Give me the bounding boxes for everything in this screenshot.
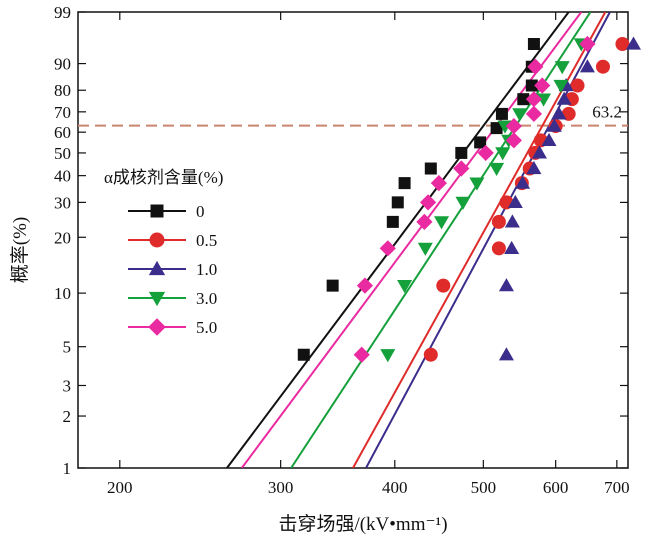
data-point-5.0 xyxy=(453,160,470,177)
data-point-5.0 xyxy=(419,194,437,211)
reference-line-label: 63.2 xyxy=(592,103,622,122)
legend-label-0: 0 xyxy=(196,202,205,221)
data-point-5.0 xyxy=(505,132,522,149)
data-point-1.0 xyxy=(625,36,641,50)
data-point-0.5 xyxy=(491,214,506,229)
data-point-0.5 xyxy=(595,59,610,74)
y-tick-label: 70 xyxy=(54,103,71,122)
y-tick-label: 90 xyxy=(54,55,71,74)
fit-line-5.0 xyxy=(240,12,583,468)
data-point-0.5 xyxy=(423,347,438,362)
data-point-1.0 xyxy=(551,106,567,120)
legend-label-0.5: 0.5 xyxy=(196,231,217,250)
data-point-1.0 xyxy=(507,194,523,209)
data-point-3.0 xyxy=(536,93,552,107)
data-point-0.5 xyxy=(615,37,630,52)
data-point-5.0 xyxy=(356,277,374,294)
data-point-0 xyxy=(391,196,404,209)
data-point-1.0 xyxy=(546,118,562,132)
data-point-0 xyxy=(517,93,530,106)
data-point-5.0 xyxy=(525,105,543,122)
data-point-3.0 xyxy=(489,162,505,177)
x-tick-label: 500 xyxy=(471,478,497,497)
data-point-3.0 xyxy=(417,242,433,256)
data-point-0 xyxy=(495,107,508,120)
data-point-3.0 xyxy=(469,177,485,191)
data-point-5.0 xyxy=(505,117,522,135)
data-point-1.0 xyxy=(556,91,572,105)
data-point-5.0 xyxy=(353,346,370,363)
x-tick-label: 300 xyxy=(268,478,294,497)
data-point-5.0 xyxy=(579,35,596,53)
data-point-5.0 xyxy=(477,144,494,162)
legend-marker-0.5 xyxy=(149,232,165,248)
data-point-0 xyxy=(326,279,339,292)
data-point-0 xyxy=(527,38,540,51)
y-tick-label: 20 xyxy=(54,228,71,247)
legend-label-5.0: 5.0 xyxy=(196,318,217,337)
data-point-5.0 xyxy=(527,58,544,75)
data-point-1.0 xyxy=(498,278,514,292)
data-point-0 xyxy=(297,348,310,361)
data-point-5.0 xyxy=(416,213,433,230)
data-point-0.5 xyxy=(436,278,451,293)
data-point-0 xyxy=(525,79,538,92)
y-tick-label: 50 xyxy=(54,144,71,163)
data-point-3.0 xyxy=(554,61,570,75)
data-point-5.0 xyxy=(430,175,447,192)
data-point-5.0 xyxy=(379,240,396,257)
data-point-0.5 xyxy=(570,78,585,93)
data-point-0.5 xyxy=(491,241,506,256)
legend-title: α成核剂含量(%) xyxy=(104,168,223,187)
data-point-1.0 xyxy=(504,214,520,228)
x-tick-label: 400 xyxy=(382,478,408,497)
data-point-5.0 xyxy=(525,91,543,108)
data-point-1.0 xyxy=(504,240,520,254)
y-tick-label: 99 xyxy=(54,3,71,22)
data-point-1.0 xyxy=(579,59,595,73)
legend-marker-3.0 xyxy=(148,291,166,307)
fit-line-3.0 xyxy=(290,12,592,468)
y-tick-label: 3 xyxy=(63,376,72,395)
data-point-3.0 xyxy=(553,79,569,94)
y-tick-label: 40 xyxy=(54,167,71,186)
x-axis-title: 击穿场强/(kV•mm⁻¹) xyxy=(278,513,447,535)
fit-line-0 xyxy=(226,12,570,468)
y-tick-label: 10 xyxy=(54,284,71,303)
data-point-1.0 xyxy=(531,145,547,159)
data-point-3.0 xyxy=(434,216,450,230)
legend-label-3.0: 3.0 xyxy=(196,289,217,308)
data-point-1.0 xyxy=(526,161,542,175)
y-axis-title: 概率(%) xyxy=(9,217,31,283)
y-tick-label: 1 xyxy=(63,459,72,478)
data-point-1.0 xyxy=(515,175,531,189)
y-tick-label: 60 xyxy=(54,123,71,142)
data-point-0 xyxy=(398,177,411,190)
data-point-1.0 xyxy=(541,132,557,146)
data-point-0 xyxy=(455,146,468,159)
y-tick-label: 5 xyxy=(63,338,72,357)
data-point-3.0 xyxy=(380,349,396,363)
data-point-5.0 xyxy=(534,77,551,94)
data-point-0 xyxy=(424,162,437,175)
legend-marker-1.0 xyxy=(148,260,166,276)
data-point-0 xyxy=(474,136,487,149)
data-point-0 xyxy=(490,122,503,135)
data-point-3.0 xyxy=(495,147,511,161)
data-point-0 xyxy=(386,215,399,228)
y-tick-label: 2 xyxy=(63,407,72,426)
x-tick-label: 200 xyxy=(107,478,133,497)
data-point-3.0 xyxy=(455,196,471,210)
x-tick-label: 700 xyxy=(604,478,630,497)
legend-label-1.0: 1.0 xyxy=(196,260,217,279)
data-point-3.0 xyxy=(397,280,413,294)
legend-marker-0 xyxy=(150,204,164,218)
x-tick-label: 600 xyxy=(543,478,569,497)
y-tick-label: 30 xyxy=(54,193,71,212)
data-point-1.0 xyxy=(498,347,514,361)
data-point-3.0 xyxy=(512,108,528,122)
y-tick-label: 80 xyxy=(54,81,71,100)
legend-marker-5.0 xyxy=(148,318,166,336)
